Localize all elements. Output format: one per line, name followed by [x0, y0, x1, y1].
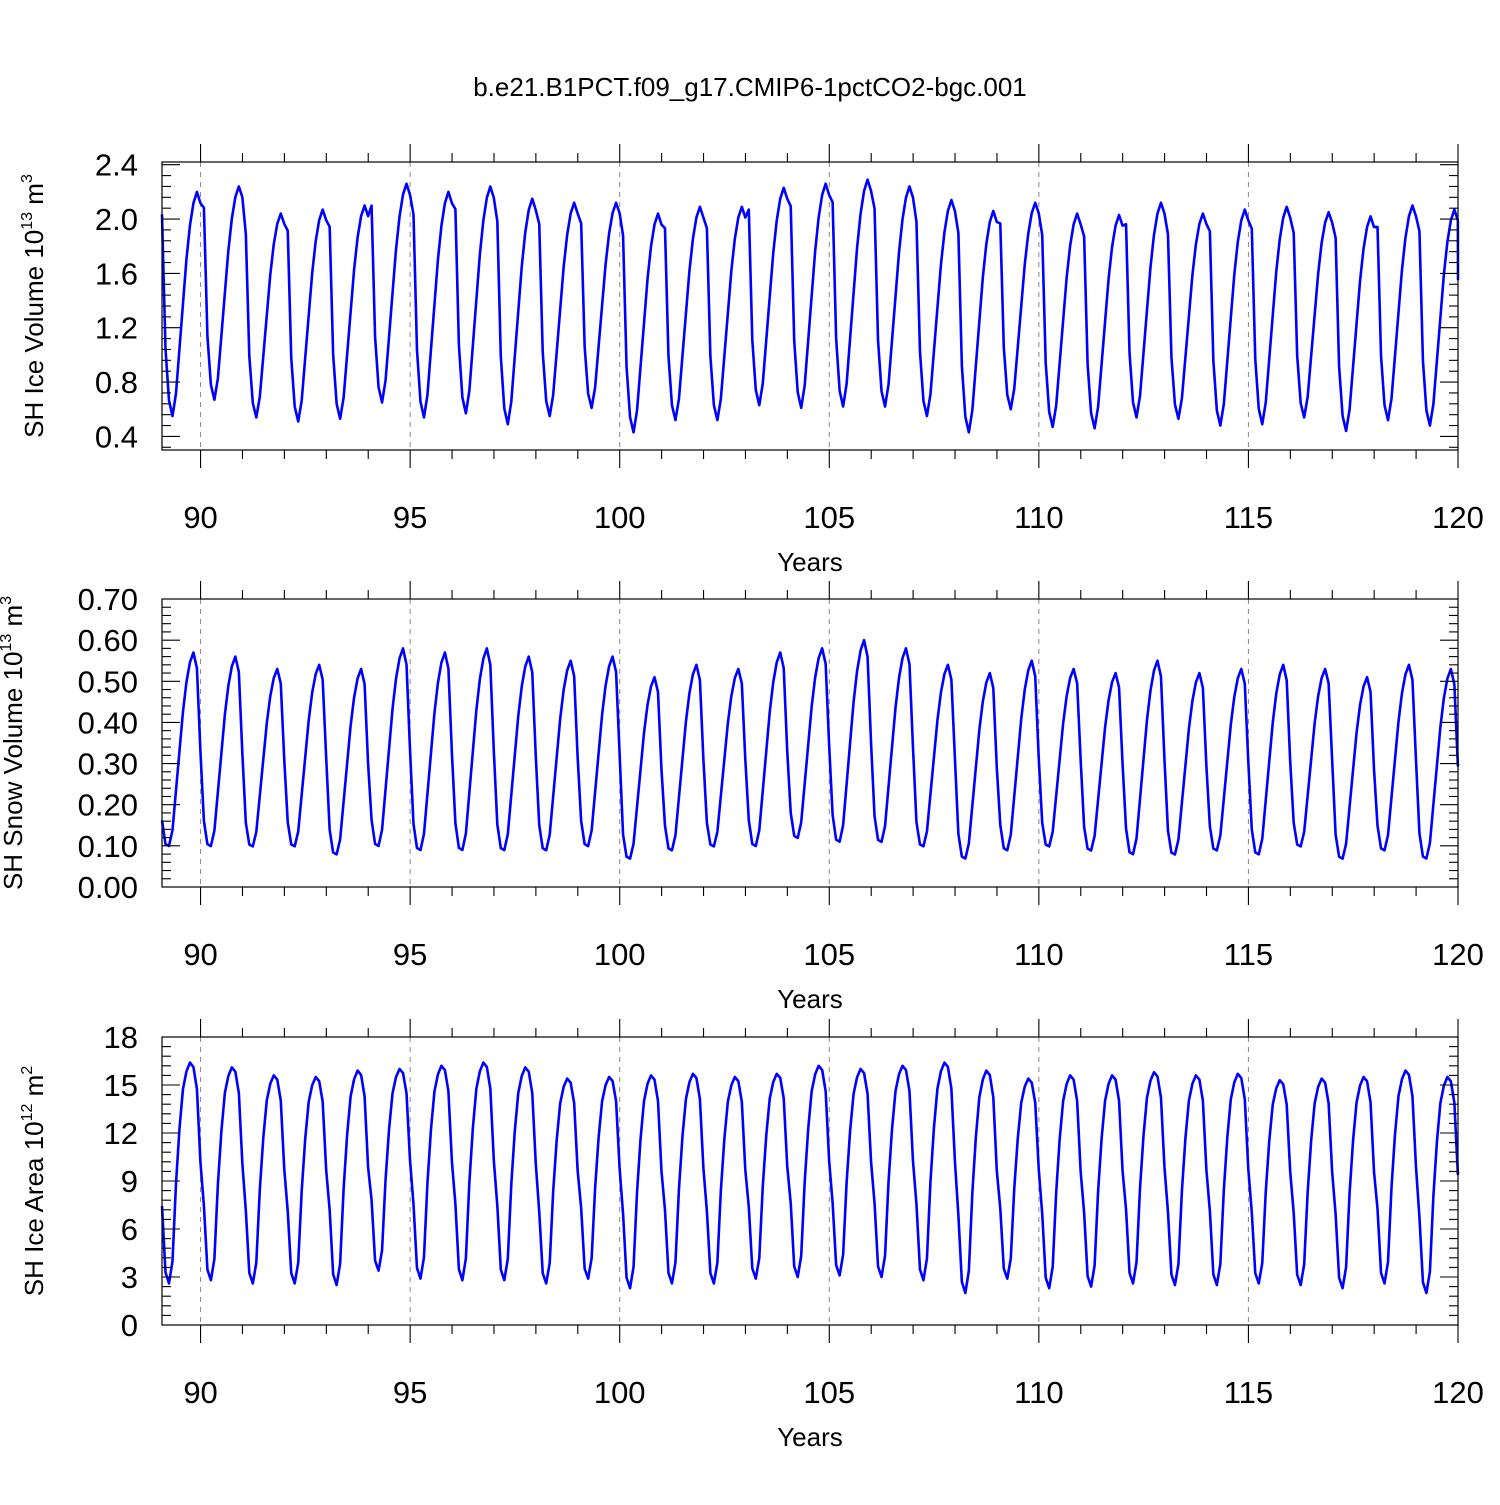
x-tick-label: 115 — [1224, 500, 1273, 535]
series-line — [160, 638, 1460, 860]
x-tick-label: 120 — [1432, 937, 1484, 972]
x-tick-label: 105 — [803, 1375, 855, 1410]
chart-title: b.e21.B1PCT.f09_g17.CMIP6-1pctCO2-bgc.00… — [473, 72, 1027, 102]
y-tick-label: 2.0 — [95, 202, 138, 237]
y-tick-label: 3 — [121, 1260, 138, 1295]
y-tick-label: 0.60 — [78, 623, 138, 658]
y-tick-label: 0 — [121, 1308, 138, 1343]
y-tick-label: 0.10 — [78, 829, 138, 864]
y-tick-label: 12 — [104, 1116, 138, 1151]
panel-1: 90 95 100 105 110 115 120 Years 0.4 0.8 1.2 1.6 2.0 2… — [19, 144, 1484, 577]
x-axis-title: Years — [777, 984, 843, 1014]
x-tick-label: 110 — [1014, 937, 1063, 972]
y-tick-label: 0.4 — [95, 419, 138, 454]
x-tick-label: 100 — [594, 500, 646, 535]
y-tick-label: 0.00 — [78, 870, 138, 905]
plot-frame — [161, 598, 1459, 888]
x-tick-label: 110 — [1014, 1375, 1063, 1410]
y-tick-label: 15 — [104, 1068, 138, 1103]
x-tick-label: 120 — [1432, 500, 1484, 535]
x-tick-label: 90 — [183, 1375, 217, 1410]
series-line — [160, 178, 1460, 434]
y-axis-title: SH Snow Volume 1013 m3 — [0, 596, 28, 890]
x-tick-label: 95 — [393, 500, 427, 535]
x-tick-label: 105 — [803, 937, 855, 972]
x-tick-label: 90 — [183, 500, 217, 535]
y-tick-label: 1.6 — [95, 256, 138, 291]
y-tick-label: 0.8 — [95, 365, 138, 400]
x-axis-title: Years — [777, 547, 843, 577]
x-tick-label: 95 — [393, 1375, 427, 1410]
x-tick-label: 110 — [1014, 500, 1063, 535]
y-tick-label: 18 — [104, 1020, 138, 1055]
y-tick-label: 2.4 — [95, 148, 138, 183]
x-tick-label: 100 — [594, 937, 646, 972]
y-tick-label: 1.2 — [95, 311, 138, 346]
x-axis-title: Years — [777, 1422, 843, 1452]
y-tick-label: 6 — [121, 1212, 138, 1247]
x-tick-label: 95 — [393, 937, 427, 972]
y-tick-label: 0.40 — [78, 705, 138, 740]
x-tick-label: 90 — [183, 937, 217, 972]
y-axis-title: SH Ice Volume 1013 m3 — [19, 174, 49, 438]
y-tick-label: 0.30 — [78, 747, 138, 782]
series-line — [160, 1061, 1460, 1295]
x-tick-label: 115 — [1224, 1375, 1273, 1410]
y-axis-title: SH Ice Area 1012 m2 — [19, 1066, 49, 1297]
panel-3: 90 95 100 105 110 115 120 Years 0 3 6 9 12 15 18 SH Ice… — [19, 1019, 1484, 1452]
y-tick-label: 0.70 — [78, 582, 138, 617]
x-tick-label: 120 — [1432, 1375, 1484, 1410]
y-tick-label: 0.50 — [78, 664, 138, 699]
panel-2: 90 95 100 105 110 115 120 Years 0.00 0.10 0.20 0.30… — [0, 581, 1484, 1014]
x-tick-label: 115 — [1224, 937, 1273, 972]
x-tick-label: 100 — [594, 1375, 646, 1410]
plot-frame — [161, 1036, 1459, 1326]
y-tick-label: 9 — [121, 1164, 138, 1199]
x-tick-label: 105 — [803, 500, 855, 535]
y-tick-label: 0.20 — [78, 788, 138, 823]
